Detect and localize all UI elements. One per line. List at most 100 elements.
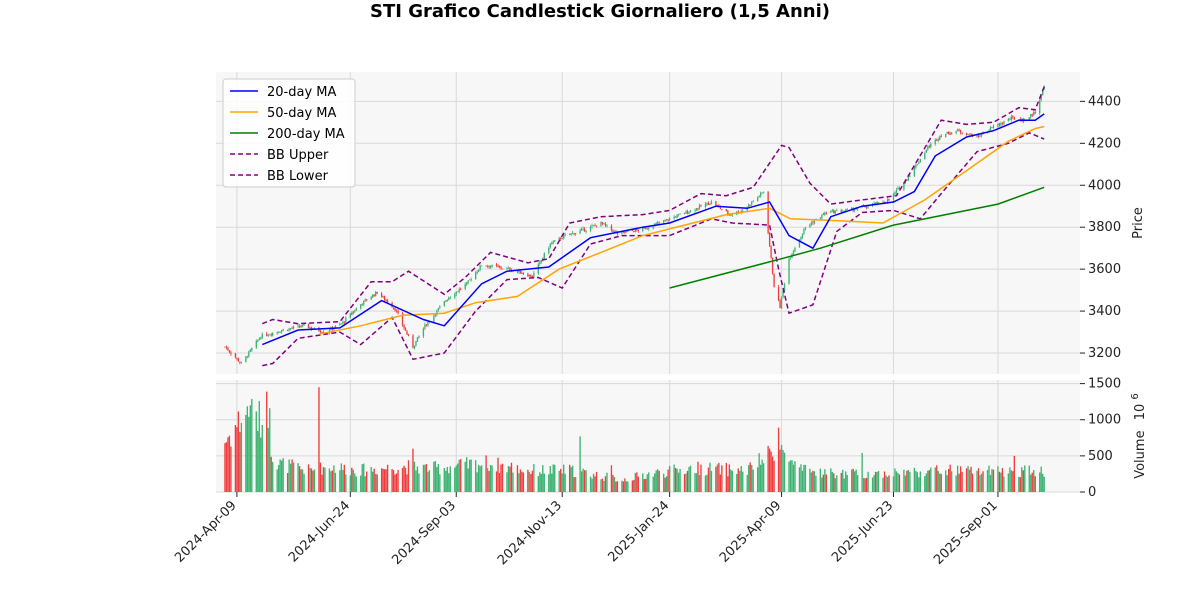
volume-bar [240, 423, 243, 492]
bb-upper-line [262, 86, 1045, 325]
candle-body [530, 274, 532, 277]
volume-bar [1030, 474, 1032, 492]
volume-bar [615, 481, 617, 492]
volume-bar [574, 476, 577, 492]
candle-body [662, 220, 665, 223]
volume-bar [862, 478, 865, 492]
volume-bar [698, 475, 701, 492]
candle-body [843, 210, 845, 212]
candle-body [676, 214, 678, 218]
candle-body [469, 279, 471, 281]
candle-body [861, 206, 863, 208]
volume-bar [791, 460, 793, 492]
candle-body [834, 211, 836, 214]
volume-bar [668, 465, 671, 492]
candle-body [706, 202, 708, 205]
candle-body [821, 214, 823, 219]
candle-body [531, 276, 534, 278]
volume-bar [497, 457, 499, 492]
volume-bar [728, 464, 730, 492]
volume-bar [260, 437, 262, 492]
candle-body [415, 340, 417, 347]
candle-body [970, 133, 972, 135]
volume-tick-label: 0 [1088, 485, 1096, 500]
volume-bar [780, 445, 783, 492]
legend-entry-label: 50-day MA [267, 106, 336, 121]
volume-bar [782, 449, 784, 492]
volume-bar [768, 448, 771, 492]
candle-body [549, 243, 551, 248]
candle-body [443, 301, 445, 306]
price-axis-title: Price [1131, 207, 1146, 239]
candle-body [810, 222, 813, 225]
volume-bar [521, 471, 523, 492]
ma50-line [318, 125, 1045, 335]
candle-body [558, 237, 560, 240]
candle-body [554, 240, 556, 242]
volume-bar [225, 442, 228, 492]
grid-lines [216, 72, 1080, 493]
volume-bar [600, 479, 602, 492]
candle-body [436, 310, 438, 316]
candle-body [266, 333, 268, 336]
volume-bar [867, 471, 869, 492]
volume-bar [658, 470, 660, 492]
volume-bar [269, 408, 271, 492]
volume-bar [1040, 466, 1042, 492]
candle-body [634, 229, 636, 233]
candle-body [897, 187, 899, 190]
volume-bar [955, 475, 957, 492]
candle-body [418, 335, 420, 338]
candle-body [642, 227, 644, 232]
volume-bar [540, 473, 542, 492]
candle-body [1039, 100, 1041, 114]
volume-bar [298, 466, 301, 492]
volume-bar [894, 468, 896, 492]
candle-body [521, 272, 523, 274]
candle-body [288, 328, 290, 331]
candle-body [437, 308, 440, 311]
volume-bar [373, 468, 375, 492]
volume-bar [1012, 471, 1014, 492]
candle-body [382, 296, 384, 298]
x-tick-label: 2025-Jan-24 [605, 498, 672, 565]
volume-bar [531, 470, 534, 492]
volume-bar [1018, 476, 1020, 492]
volume-bar [286, 472, 289, 492]
volume-bar [424, 464, 426, 492]
volume-bar [258, 400, 260, 492]
volume-bar [303, 473, 305, 492]
candle-body [533, 273, 535, 278]
candle-body [873, 203, 875, 205]
candle-body [240, 362, 243, 364]
volume-bar [845, 471, 847, 492]
volume-bar [392, 470, 395, 492]
volume-bar [266, 391, 268, 492]
volume-bar [297, 463, 299, 492]
volume-bar [331, 470, 334, 492]
volume-bar [813, 471, 816, 492]
candle-body [345, 317, 347, 323]
legend: 20-day MA 50-day MA 200-day MA BB Upper BB L… [222, 78, 356, 188]
volume-bar [573, 477, 575, 492]
candle-body [224, 346, 226, 348]
volume-bar [549, 466, 551, 492]
volume-bar [633, 480, 635, 492]
volume-bar [403, 465, 405, 492]
volume-bar [945, 470, 947, 492]
candle-body [1000, 122, 1002, 126]
legend-entry-label: BB Lower [267, 169, 329, 184]
volume-bar [516, 465, 519, 492]
volume-bar [685, 473, 687, 492]
candle-body [600, 221, 602, 226]
candle-body [354, 310, 356, 312]
volume-bar [595, 471, 598, 492]
volume-bar [871, 477, 874, 492]
candle-body [783, 284, 786, 291]
candle-body [300, 326, 302, 328]
volume-bar [401, 468, 404, 492]
candle-body [758, 196, 760, 197]
volume-bar [310, 468, 313, 492]
candle-body [486, 266, 489, 267]
candle-body [245, 356, 247, 363]
